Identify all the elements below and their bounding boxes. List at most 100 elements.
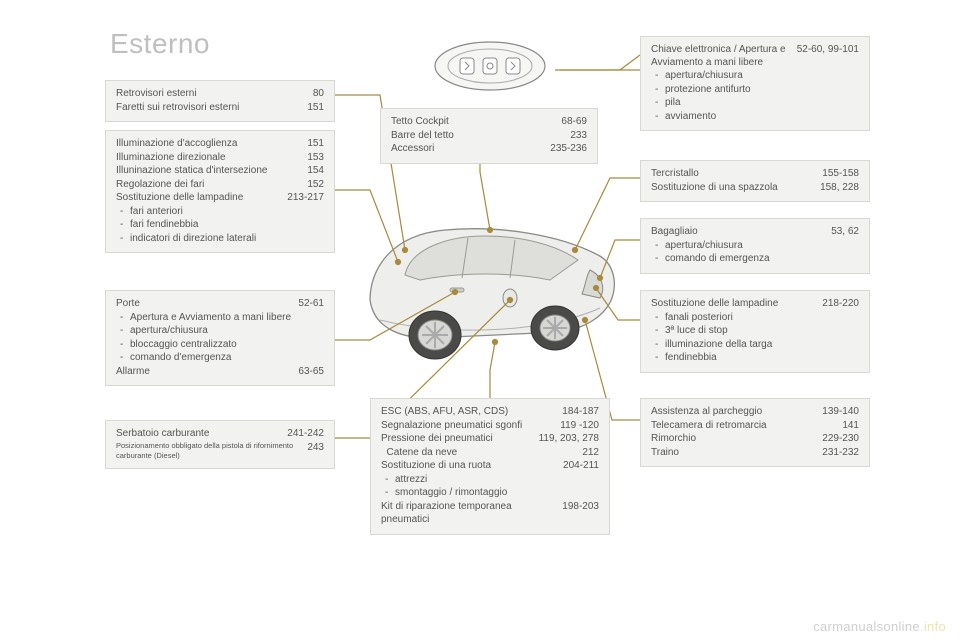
info-subitem: protezione antifurto [651, 83, 859, 97]
info-pages: 80 [313, 87, 324, 101]
info-label: Kit di riparazione temporanea pneumatici [381, 500, 554, 527]
info-pages: 119, 203, 278 [539, 432, 599, 446]
info-row: Traino 231-232 [651, 446, 859, 460]
info-label: Illuninazione statica d'intersezione [116, 164, 299, 178]
info-pages: 151 [307, 101, 324, 115]
info-pages: 141 [842, 419, 859, 433]
info-pages: 229-230 [822, 432, 859, 446]
info-row: Catene da neve 212 [381, 446, 599, 460]
info-subitem: pila [651, 96, 859, 110]
info-label: Faretti sui retrovisori esterni [116, 101, 299, 115]
info-label: Assistenza al parcheggio [651, 405, 814, 419]
info-box: Porte 52-61Apertura e Avviamento a mani l… [105, 290, 335, 386]
info-pages: 119 -120 [560, 419, 599, 433]
info-pages: 139-140 [822, 405, 859, 419]
info-subitem: 3ª luce di stop [651, 324, 859, 338]
info-label: Bagagliaio [651, 225, 823, 239]
info-row: Accessori 235-236 [391, 142, 587, 156]
info-label: Porte [116, 297, 290, 311]
info-pages: 63-65 [298, 365, 324, 379]
info-row: Assistenza al parcheggio 139-140 [651, 405, 859, 419]
info-row: Telecamera di retromarcia141 [651, 419, 859, 433]
info-subitem: smontaggio / rimontaggio [381, 486, 599, 500]
info-box: Retrovisori esterni80Faretti sui retrovi… [105, 80, 335, 122]
info-row: Sostituzione di una ruota 204-211 [381, 459, 599, 473]
info-label: Traino [651, 446, 814, 460]
info-label: Sostituzione di una spazzola [651, 181, 812, 195]
info-pages: 243 [307, 441, 324, 461]
info-box: Chiave elettronica / Apertura e Avviamen… [640, 36, 870, 131]
info-label: Sostituzione delle lampadine [651, 297, 814, 311]
info-box: Tetto Cockpit68-69Barre del tetto233Acce… [380, 108, 598, 164]
info-subitem: Apertura e Avviamento a mani libere [116, 311, 324, 325]
info-pages: 158, 228 [820, 181, 859, 195]
info-pages: 231-232 [822, 446, 859, 460]
info-row: Illuninazione statica d'intersezione154 [116, 164, 324, 178]
info-label: ESC (ABS, AFU, ASR, CDS) [381, 405, 554, 419]
info-row: Posizionamento obbligato della pistola d… [116, 441, 324, 461]
info-pages: 233 [570, 129, 587, 143]
info-box: Bagagliaio 53, 62apertura/chiusuracomando… [640, 218, 870, 274]
info-row: Rimorchio229-230 [651, 432, 859, 446]
info-pages: 151 [307, 137, 324, 151]
info-label: Tetto Cockpit [391, 115, 553, 129]
info-label: Illuminazione direzionale [116, 151, 299, 165]
info-label: Barre del tetto [391, 129, 562, 143]
car-illustration [350, 180, 630, 380]
info-row: Tetto Cockpit 68-69 [391, 115, 587, 129]
info-subitem: apertura/chiusura [651, 239, 859, 253]
info-subitem: apertura/chiusura [116, 324, 324, 338]
info-label: Retrovisori esterni [116, 87, 305, 101]
info-subitem: fari fendinebbia [116, 218, 324, 232]
info-pages: 52-61 [298, 297, 324, 311]
info-box: Sostituzione delle lampadine218-220fanal… [640, 290, 870, 373]
info-pages: 212 [582, 446, 599, 460]
info-row: Faretti sui retrovisori esterni 151 [116, 101, 324, 115]
info-row: Illuminazione direzionale 153 [116, 151, 324, 165]
info-label: Chiave elettronica / Apertura e Avviamen… [651, 43, 789, 69]
info-pages: 152 [307, 178, 324, 192]
info-box: Assistenza al parcheggio 139-140Telecamer… [640, 398, 870, 467]
info-label: Catene da neve [381, 446, 574, 460]
info-pages: 241-242 [287, 427, 324, 441]
info-box: ESC (ABS, AFU, ASR, CDS) 184-187 Segnalazi… [370, 398, 610, 535]
info-row: Tercristallo155-158 [651, 167, 859, 181]
info-subitem: apertura/chiusura [651, 69, 859, 83]
info-label: Sostituzione di una ruota [381, 459, 555, 473]
info-label: Segnalazione pneumatici sgonfi [381, 419, 552, 433]
info-subitem: comando d'emergenza [116, 351, 324, 365]
info-subitem: comando di emergenza [651, 252, 859, 266]
info-row: Bagagliaio 53, 62 [651, 225, 859, 239]
info-row: Regolazione dei fari 152 [116, 178, 324, 192]
info-pages: 184-187 [562, 405, 599, 419]
info-pages: 218-220 [822, 297, 859, 311]
info-pages: 204-211 [563, 459, 599, 473]
info-row: Sostituzione delle lampadine213-217 [116, 191, 324, 205]
info-pages: 68-69 [561, 115, 587, 129]
info-label: Allarme [116, 365, 290, 379]
info-row: Retrovisori esterni 80 [116, 87, 324, 101]
info-label: Tercristallo [651, 167, 814, 181]
watermark: carmanualsonline.info [813, 619, 946, 634]
info-subitem: fendinebbia [651, 351, 859, 365]
info-row: Barre del tetto 233 [391, 129, 587, 143]
info-pages: 235-236 [550, 142, 587, 156]
info-row: Sostituzione di una spazzola 158, 228 [651, 181, 859, 195]
info-subitem: fari anteriori [116, 205, 324, 219]
info-row: Allarme 63-65 [116, 365, 324, 379]
info-subitem: avviamento [651, 110, 859, 124]
info-row: Chiave elettronica / Apertura e Avviamen… [651, 43, 859, 69]
info-subitem: bloccaggio centralizzato [116, 338, 324, 352]
info-pages: 52-60, 99-101 [797, 43, 859, 69]
info-subitem: indicatori di direzione laterali [116, 232, 324, 246]
info-label: Accessori [391, 142, 542, 156]
info-pages: 53, 62 [831, 225, 859, 239]
page-title: Esterno [110, 28, 210, 60]
info-row: ESC (ABS, AFU, ASR, CDS) 184-187 [381, 405, 599, 419]
info-label: Regolazione dei fari [116, 178, 299, 192]
info-label: Illuminazione d'accoglienza [116, 137, 299, 151]
info-box: Serbatoio carburante241-242Posizionament… [105, 420, 335, 469]
info-pages: 153 [307, 151, 324, 165]
info-label: Pressione dei pneumatici [381, 432, 531, 446]
info-row: Kit di riparazione temporanea pneumatici… [381, 500, 599, 527]
